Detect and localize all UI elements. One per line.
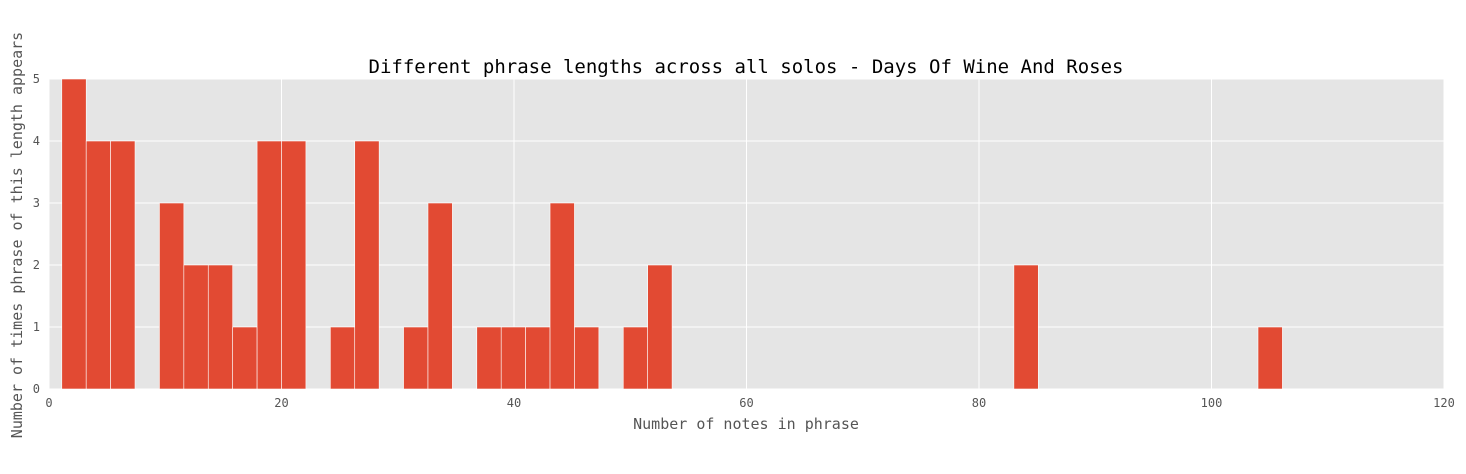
histogram-bar [183,264,209,390]
y-tick-label: 2 [33,258,40,272]
x-tick-label: 80 [972,396,986,410]
histogram-bar [85,140,111,390]
histogram-bar [427,202,453,390]
histogram-bar [549,202,575,390]
x-axis-label: Number of notes in phrase [633,415,859,433]
histogram-bar [574,326,600,390]
histogram-bar [622,326,648,390]
histogram-bar [525,326,551,390]
histogram-bar [647,264,673,390]
x-tick-label: 60 [739,396,753,410]
histogram-bar [232,326,258,390]
y-tick-label: 0 [33,382,40,396]
x-tick-label: 0 [45,396,52,410]
histogram-bar [330,326,356,390]
histogram-bar [403,326,429,390]
histogram-bar [159,202,185,390]
y-tick-label: 4 [33,134,40,148]
y-axis-ticks: 0 1 2 3 4 5 [33,72,40,396]
y-tick-label: 5 [33,72,40,86]
histogram-bar [500,326,526,390]
histogram-bar [1013,264,1039,390]
y-tick-label: 3 [33,196,40,210]
x-tick-label: 40 [507,396,521,410]
histogram-bar [354,140,380,390]
x-tick-label: 120 [1433,396,1455,410]
x-tick-label: 100 [1201,396,1223,410]
histogram-bar [256,140,282,390]
bars [61,78,1283,390]
y-tick-label: 1 [33,320,40,334]
chart-title: Different phrase lengths across all solo… [369,56,1124,78]
y-axis-label: Number of times phrase of this length ap… [8,32,26,438]
x-tick-label: 20 [274,396,288,410]
histogram-bar [1257,326,1283,390]
x-axis-ticks: 0 20 40 60 80 100 120 [45,396,1454,410]
histogram-bar [110,140,136,390]
histogram-bar [281,140,307,390]
histogram-bar [207,264,233,390]
histogram-bar [61,78,87,390]
histogram-bar [476,326,502,390]
